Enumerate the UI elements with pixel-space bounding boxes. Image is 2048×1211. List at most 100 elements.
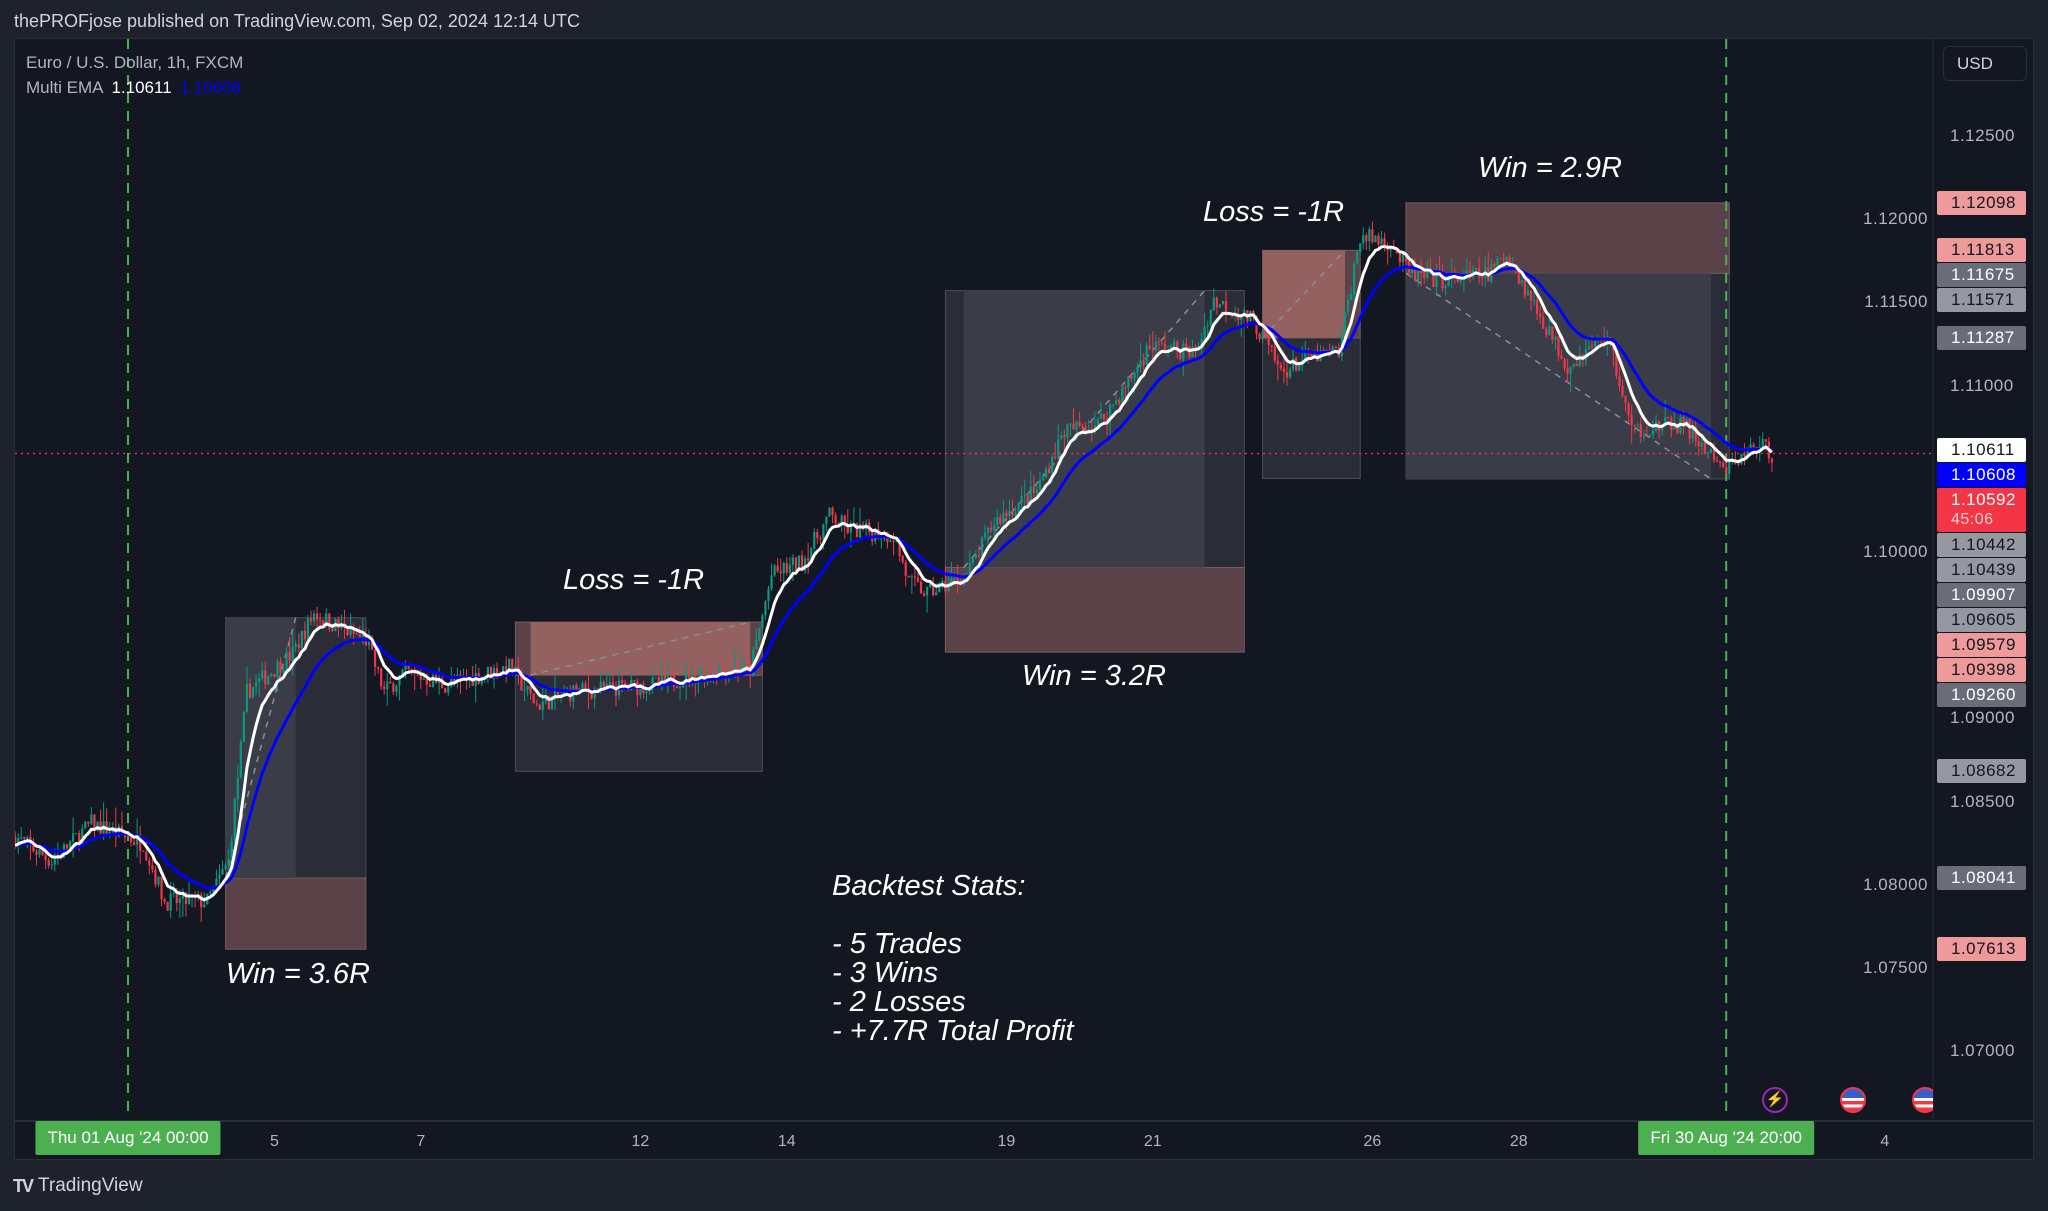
candle [1349,286,1353,301]
us-flag-icon[interactable] [1912,1087,1933,1113]
candle-body [1569,366,1572,374]
candle-body [75,833,78,835]
candle-body [776,565,779,572]
trade-path-line [530,621,751,676]
candle [831,506,834,524]
ema-slow-value: 1.10608 [179,78,242,97]
candle-body [1383,238,1386,246]
candle-body [541,701,544,710]
candle [251,686,255,698]
candle-body [675,686,679,689]
candle [1694,418,1697,447]
candle-body [404,662,407,670]
candle-body [163,899,166,902]
candle [1279,361,1282,371]
candle [1645,424,1648,438]
candle-body [648,689,651,692]
candle [1023,479,1026,507]
candle-body [1536,300,1539,314]
lightning-icon[interactable]: ⚡ [1762,1087,1788,1113]
candle-body [1709,449,1713,454]
candle-body [508,658,511,675]
candle [770,563,773,592]
tradingview-logo[interactable]: TV TradingView [13,1175,143,1197]
candle-body [358,634,361,637]
candle-body [322,620,325,625]
candle [1044,466,1048,479]
candle-body [660,674,663,685]
candle [1359,243,1362,254]
candle-body [428,684,432,687]
candle-body [1615,350,1618,377]
candle [1270,344,1273,353]
candle [288,636,291,668]
bar-countdown: 45:06 [1951,511,1994,529]
candle-body [1112,404,1115,406]
candle-body [267,675,270,685]
stats-line: - 3 Wins [832,957,939,989]
candle-body [242,711,245,742]
candle-body [1475,268,1478,270]
candle [373,648,377,676]
candle [1365,232,1368,251]
currency-button[interactable]: USD [1943,46,2027,81]
candle [791,554,794,582]
candle [932,576,935,597]
candle [971,556,974,567]
candle-body [1590,346,1594,348]
candle-body [1270,344,1273,347]
candle [1380,230,1383,245]
candle-body [1722,462,1725,468]
candle-body [172,892,175,894]
candle-body [1642,436,1645,438]
candle [1029,471,1032,507]
candle-body [1215,297,1218,308]
candle [990,520,993,534]
candle-body [84,821,87,829]
candle-body [956,577,959,583]
candle-body [1136,367,1139,373]
candle [300,630,303,650]
candle [93,814,96,841]
candle-body [148,860,151,866]
price-tick-label: 1.10000 [1863,542,1928,561]
candle-body [605,683,608,688]
candle-body [926,586,929,596]
candle-body [41,848,44,856]
candle [160,876,163,907]
candle-body [1273,346,1276,361]
candle [807,542,810,574]
candle [1273,340,1276,364]
candle-body [1575,363,1578,367]
candle-body [1362,235,1365,244]
candle-body [178,898,181,904]
candle [383,681,386,695]
candle-body [526,685,529,690]
candle [297,633,300,656]
candle [392,681,395,696]
candle-body [1752,444,1755,448]
candle-body [279,661,282,673]
candle-body [81,828,84,845]
us-flag-icon[interactable] [1840,1087,1866,1113]
stop-zone [1405,202,1730,274]
time-axis[interactable] [15,1120,2033,1160]
candle [1715,456,1719,462]
candle [309,610,313,626]
candle-body [1240,315,1243,320]
candle [1435,263,1438,297]
candle [38,847,41,858]
price-axis-badge: 1.11287 [1937,325,2026,350]
candle-body [1630,415,1633,425]
symbol-title[interactable]: Euro / U.S. Dollar, 1h, FXCM [26,53,244,72]
indicator-legend[interactable]: Multi EMA 1.10611 1.10608 [26,75,243,100]
candle-body [654,677,657,679]
candle-body [1481,277,1484,279]
candle-body [145,851,148,861]
candle-body [200,894,203,908]
candle [968,550,971,578]
candle-body [1124,387,1127,389]
candle [1203,312,1206,345]
candle-body [96,821,99,830]
